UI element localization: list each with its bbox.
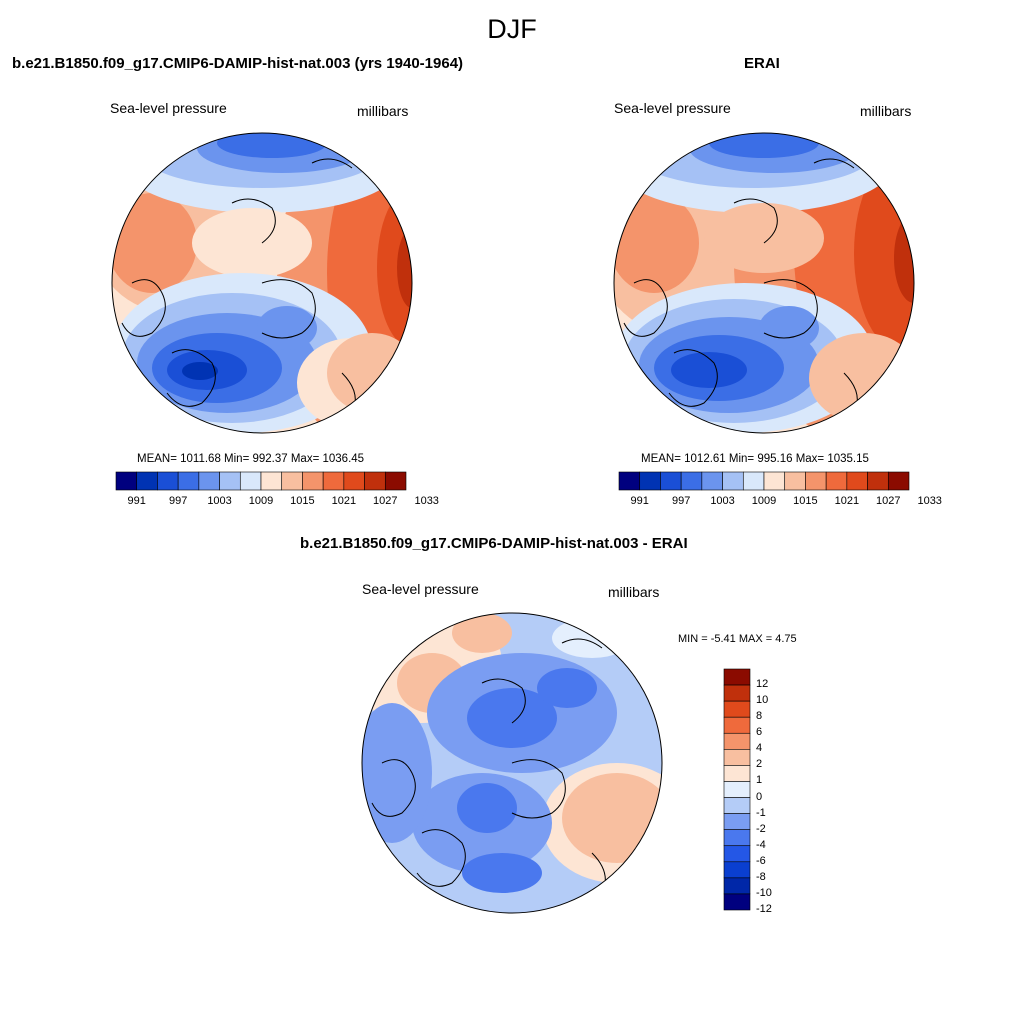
- colorbar-swatch: [680, 471, 703, 491]
- colorbar-tick-label: 1003: [710, 495, 735, 507]
- colorbar-tick-label: 1021: [834, 495, 860, 507]
- colorbar-swatch: [723, 781, 751, 798]
- obs-stats: MEAN= 1012.61 Min= 995.16 Max= 1035.15: [641, 453, 869, 465]
- colorbar-swatch: [723, 845, 751, 863]
- colorbar-swatch: [239, 471, 262, 491]
- colorbar-swatch: [157, 471, 179, 491]
- colorbar-swatch: [887, 471, 910, 491]
- model-panel-title: b.e21.B1850.f09_g17.CMIP6-DAMIP-hist-nat…: [12, 55, 464, 72]
- colorbar-swatch: [618, 471, 641, 491]
- colorbar-tick-label: 991: [127, 495, 146, 507]
- colorbar-swatch: [742, 471, 765, 491]
- colorbar-swatch: [723, 668, 751, 686]
- colorbar-swatch: [281, 471, 303, 491]
- colorbar-swatch: [784, 471, 806, 491]
- colorbar-swatch: [384, 471, 407, 491]
- colorbar-tick-label: 997: [168, 495, 188, 507]
- model-stats: MEAN= 1011.68 Min= 992.37 Max= 1036.45: [137, 453, 365, 465]
- obs-panel-title: ERAI: [744, 55, 780, 72]
- obs-units-label: millibars: [860, 103, 912, 119]
- colorbar-swatch: [722, 471, 744, 491]
- colorbar-swatch: [723, 700, 751, 718]
- colorbar-tick-label: 0: [756, 790, 763, 803]
- colorbar-swatch: [723, 861, 751, 879]
- colorbar-swatch: [660, 471, 682, 491]
- diff-polar-map: [361, 612, 663, 914]
- colorbar-swatch: [198, 471, 220, 491]
- model-variable-label: Sea-level pressure: [110, 100, 227, 116]
- colorbar-swatch: [723, 732, 751, 750]
- colorbar-swatch: [763, 471, 786, 491]
- colorbar-swatch: [343, 471, 365, 491]
- colorbar-swatch: [115, 471, 138, 491]
- diff-panel-title: b.e21.B1850.f09_g17.CMIP6-DAMIP-hist-nat…: [300, 535, 688, 552]
- colorbar-swatch: [177, 471, 200, 491]
- colorbar-swatch: [322, 471, 345, 491]
- colorbar-swatch: [136, 471, 158, 491]
- colorbar-tick-label: 1: [756, 774, 763, 787]
- model-polar-map: [111, 132, 413, 434]
- colorbar-swatch: [723, 765, 751, 782]
- colorbar-swatch: [805, 471, 827, 491]
- colorbar-swatch: [260, 471, 283, 491]
- colorbar-tick-label: -2: [756, 822, 766, 835]
- colorbar-tick-label: 4: [756, 742, 763, 755]
- colorbar-swatch: [723, 684, 751, 702]
- colorbar-tick-label: -4: [756, 838, 766, 851]
- model-colorbar: [115, 471, 407, 491]
- colorbar-swatch: [639, 471, 661, 491]
- diff-stats: MIN = -5.41 MAX = 4.75: [678, 633, 797, 645]
- obs-colorbar: [618, 471, 910, 491]
- colorbar-tick-label: 1021: [331, 495, 357, 507]
- colorbar-swatch: [219, 471, 241, 491]
- colorbar-swatch: [364, 471, 386, 491]
- colorbar-tick-label: 997: [671, 495, 691, 507]
- colorbar-swatch: [723, 749, 751, 766]
- colorbar-tick-label: -8: [756, 870, 766, 883]
- page-title: DJF: [487, 14, 537, 44]
- colorbar-tick-label: 1015: [793, 495, 818, 507]
- colorbar-tick-label: 6: [756, 726, 763, 739]
- colorbar-swatch: [867, 471, 889, 491]
- colorbar-tick-label: 12: [756, 678, 769, 691]
- colorbar-tick-label: -1: [756, 806, 766, 819]
- colorbar-tick-label: 1015: [290, 495, 315, 507]
- obs-variable-label: Sea-level pressure: [614, 100, 731, 116]
- colorbar-swatch: [723, 813, 751, 830]
- diff-colorbar: [723, 668, 751, 911]
- colorbar-tick-label: 1033: [917, 495, 942, 507]
- model-units-label: millibars: [357, 103, 409, 119]
- colorbar-swatch: [846, 471, 868, 491]
- colorbar-tick-label: 8: [756, 710, 763, 723]
- colorbar-swatch: [825, 471, 848, 491]
- colorbar-tick-label: 10: [756, 694, 769, 707]
- diff-units-label: millibars: [608, 584, 660, 600]
- colorbar-tick-label: 1009: [751, 495, 777, 507]
- colorbar-tick-label: 1003: [207, 495, 232, 507]
- colorbar-tick-label: 1009: [248, 495, 274, 507]
- colorbar-tick-label: 1033: [414, 495, 439, 507]
- colorbar-tick-label: 1027: [876, 495, 901, 507]
- diff-variable-label: Sea-level pressure: [362, 581, 479, 597]
- colorbar-swatch: [723, 716, 751, 734]
- colorbar-tick-label: 2: [756, 758, 763, 771]
- colorbar-swatch: [723, 829, 751, 847]
- colorbar-swatch: [723, 797, 751, 814]
- colorbar-tick-label: -6: [756, 854, 766, 867]
- colorbar-tick-label: 1027: [373, 495, 398, 507]
- obs-polar-map: [613, 132, 915, 434]
- colorbar-swatch: [723, 893, 751, 911]
- colorbar-swatch: [723, 877, 751, 895]
- colorbar-tick-label: -12: [756, 903, 772, 915]
- colorbar-tick-label: 991: [630, 495, 649, 507]
- colorbar-swatch: [701, 471, 723, 491]
- colorbar-tick-label: -10: [756, 886, 772, 899]
- colorbar-swatch: [302, 471, 324, 491]
